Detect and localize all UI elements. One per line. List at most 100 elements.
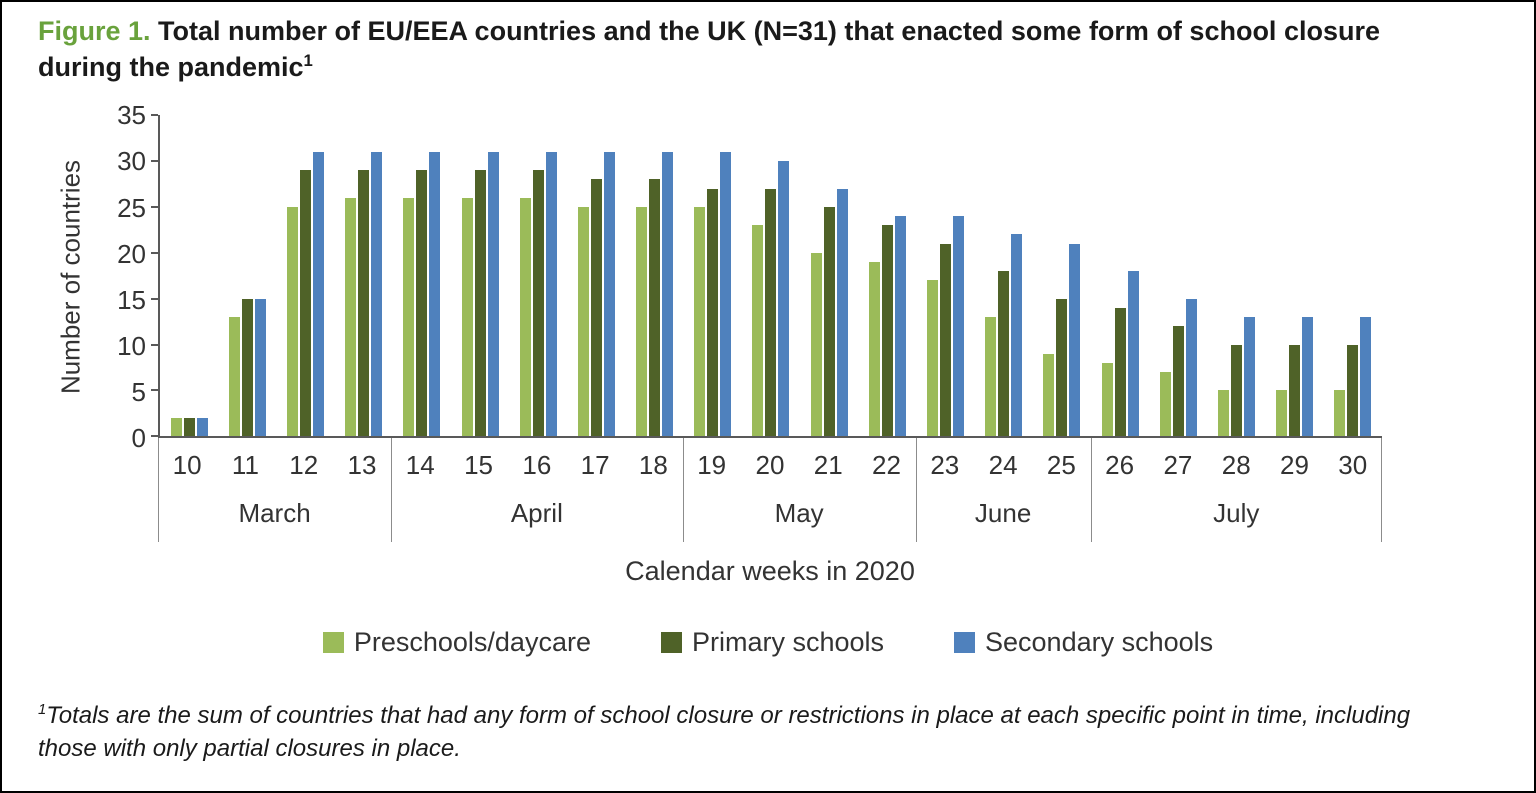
bar (1069, 243, 1081, 437)
bar-group-week-23 (916, 115, 974, 437)
bar (1185, 298, 1197, 437)
bar (894, 216, 906, 437)
bar-group-week-20 (742, 115, 800, 437)
legend: Preschools/daycare Primary schools Seconda… (2, 627, 1534, 658)
legend-swatch (660, 632, 682, 654)
bar (170, 417, 182, 437)
bar (707, 188, 719, 437)
bar (286, 206, 298, 437)
bar (765, 188, 777, 437)
week-label: 27 (1163, 450, 1193, 481)
bar (1101, 362, 1113, 437)
bar (345, 197, 357, 437)
month-group-separator (682, 438, 684, 543)
bar (694, 206, 706, 437)
bar (1011, 234, 1023, 437)
week-label: 20 (755, 450, 785, 481)
bar (429, 151, 441, 437)
week-label: 19 (697, 450, 727, 481)
bar-group-week-16 (509, 115, 567, 437)
week-label: 22 (872, 450, 901, 481)
bar (940, 243, 952, 437)
y-tick-mark (151, 435, 158, 438)
bar (532, 170, 544, 437)
bar (1114, 307, 1126, 437)
y-tick-label: 15 (117, 284, 146, 315)
y-tick-mark (151, 114, 158, 117)
bar (881, 225, 893, 437)
bar (241, 298, 253, 437)
bar (998, 271, 1010, 437)
bar (1360, 317, 1372, 437)
month-label: April (510, 498, 563, 529)
bar (474, 170, 486, 437)
y-tick-mark (151, 389, 158, 392)
week-label: 29 (1280, 450, 1309, 481)
month-label: May (774, 498, 824, 529)
y-tick-mark (151, 251, 158, 254)
footnote: 1Totals are the sum of countries that ha… (38, 700, 1450, 765)
bar (1276, 390, 1288, 437)
bar (649, 179, 661, 437)
y-tick-label: 25 (117, 192, 146, 223)
y-tick-mark (151, 343, 158, 346)
month-label: March (238, 498, 311, 529)
bar (299, 170, 311, 437)
bar (312, 151, 324, 437)
bar (1334, 390, 1346, 437)
week-label: 16 (522, 450, 552, 481)
y-tick-label: 0 (131, 423, 146, 454)
bar (1243, 317, 1255, 437)
bar-group-week-13 (335, 115, 393, 437)
y-tick-label: 20 (117, 238, 146, 269)
week-label: 12 (289, 450, 319, 481)
bar-group-week-19 (684, 115, 742, 437)
legend-label: Secondary schools (985, 627, 1214, 658)
bar (461, 197, 473, 437)
bar (196, 417, 208, 437)
legend-item: Preschools/daycare (322, 627, 591, 658)
bar (1302, 317, 1314, 437)
bar (985, 317, 997, 437)
bar (1159, 372, 1171, 437)
legend-item: Primary schools (660, 627, 884, 658)
y-tick-label: 35 (117, 100, 146, 131)
bar-group-week-22 (858, 115, 916, 437)
bar (636, 206, 648, 437)
month-label: June (974, 498, 1032, 529)
week-label: 28 (1221, 450, 1251, 481)
footnote-text: Totals are the sum of countries that had… (38, 702, 1411, 762)
bar (823, 206, 835, 437)
figure-label: Figure 1. (38, 16, 151, 46)
legend-swatch (954, 632, 976, 654)
month-group-separator (391, 438, 393, 543)
week-row: 10 11 12 13 14 15 16 17 18 19 20 21 22 23 24 25 26 27 28 29… (158, 438, 1382, 490)
plot-column: 10 11 12 13 14 15 16 17 18 19 20 21 22 23 24 25 26 27 28 29… (151, 114, 1382, 587)
bar (1043, 353, 1055, 437)
bar-group-week-27 (1149, 115, 1207, 437)
bar-group-week-15 (451, 115, 509, 437)
bar (519, 197, 531, 437)
month-label: July (1213, 498, 1260, 529)
bar (228, 317, 240, 437)
week-label: 24 (988, 450, 1018, 481)
bar (590, 179, 602, 437)
week-label: 21 (813, 450, 843, 481)
bar (577, 206, 589, 437)
bar-group-week-28 (1207, 115, 1265, 437)
bar (810, 252, 822, 437)
bar-group-week-11 (218, 115, 276, 437)
month-group-separator (1090, 438, 1092, 543)
y-tick-mark (151, 160, 158, 163)
bar-group-week-25 (1033, 115, 1091, 437)
bar-group-week-18 (626, 115, 684, 437)
bar-group-week-30 (1324, 115, 1382, 437)
figure-title-superscript: 1 (303, 50, 313, 70)
bar-group-week-10 (160, 115, 218, 437)
week-label: 14 (405, 450, 435, 481)
week-label: 13 (347, 450, 377, 481)
bar (752, 225, 764, 437)
bar (183, 417, 195, 437)
bar-group-week-21 (800, 115, 858, 437)
